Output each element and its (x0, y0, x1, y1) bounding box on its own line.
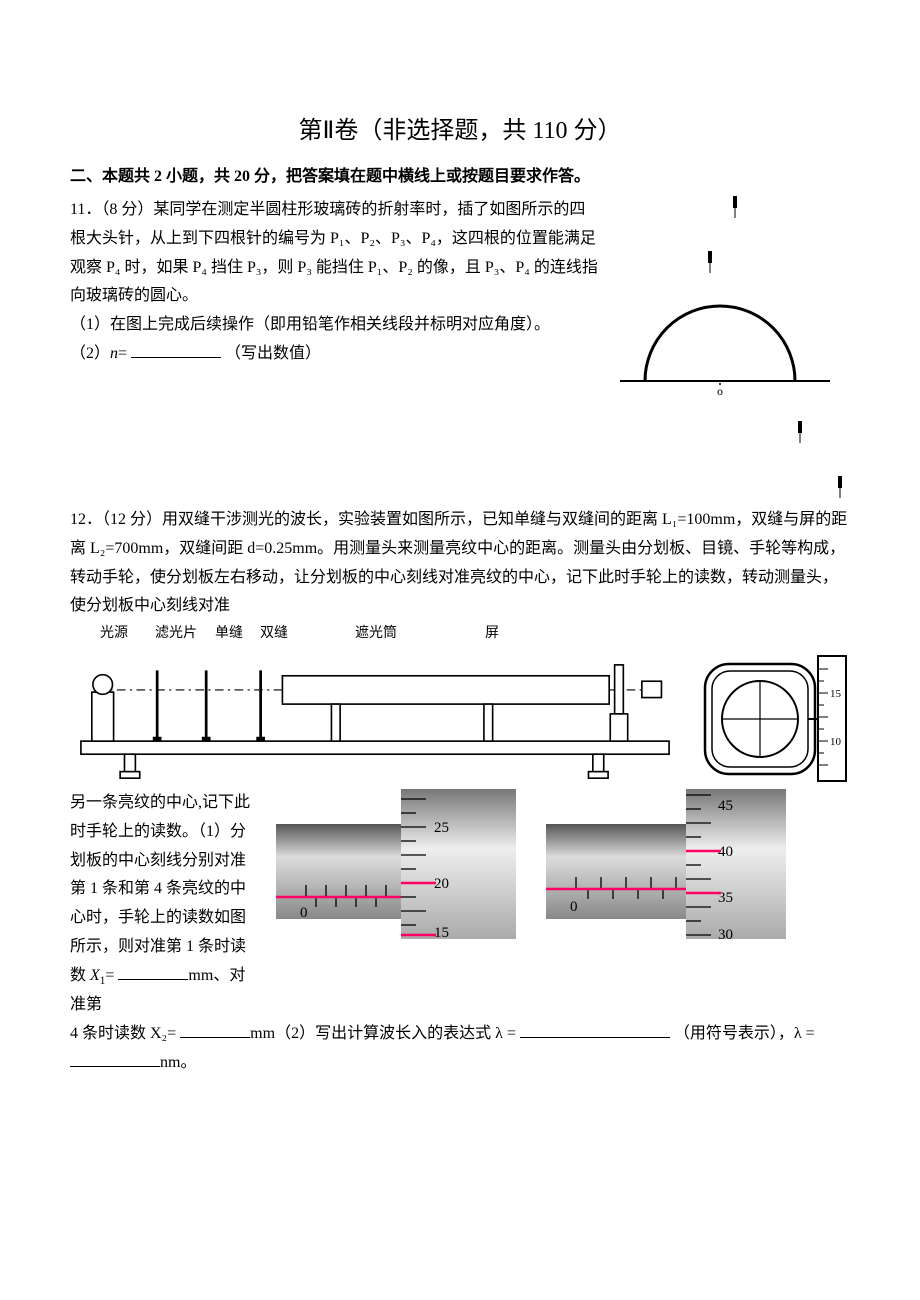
blank-lambda-expr[interactable] (520, 1037, 670, 1038)
label-source: 光源 (100, 621, 155, 646)
question-11-text: 11．（8 分）某同学在测定半圆柱形玻璃砖的折射率时，插了如图所示的四根大头针，… (70, 196, 600, 486)
center-label: o (717, 384, 723, 396)
q12-continue: 4 条时读数 X₂= mm（2）写出计算波长入的表达式 λ = （用符号表示），… (70, 1020, 850, 1078)
label-single: 单缝 (215, 621, 260, 646)
q12-bt-1: 另一条亮纹的中心,记下此时手轮上的读数。（1）分划板的中心刻线分别对准第 1 条… (70, 794, 250, 984)
x2-pre: 4 条时读数 X₂= (70, 1025, 180, 1042)
m1-t15: 15 (434, 925, 449, 939)
eyepiece-icon: 15 10 (700, 654, 850, 784)
q11-eq: = (118, 345, 131, 362)
m2-t30: 30 (718, 927, 733, 939)
label-tube: 遮光筒 (355, 621, 485, 646)
m2-t45: 45 (718, 798, 733, 814)
apparatus-labels: 光源 滤光片 单缝 双缝 遮光筒 屏 (100, 621, 850, 646)
pin-p1-icon (730, 196, 740, 218)
pin-p2-icon (705, 251, 715, 273)
q11-sub2-pre: （2） (70, 345, 110, 362)
section-title: 第Ⅱ卷（非选择题，共 110 分） (70, 110, 850, 153)
eyepiece-mark-15: 15 (830, 688, 842, 700)
q11-n: n (110, 345, 118, 362)
q12-bottom-text: 另一条亮纹的中心,记下此时手轮上的读数。（1）分划板的中心刻线分别对准第 1 条… (70, 789, 260, 1020)
lambda-post: （用符号表示），λ = (674, 1025, 815, 1042)
label-filter: 滤光片 (155, 621, 215, 646)
eyepiece-mark-10: 10 (830, 736, 842, 748)
label-screen: 屏 (485, 621, 499, 646)
blank-x2[interactable] (180, 1037, 250, 1038)
q11-sub2: （2）n= （写出数值） (70, 340, 600, 369)
q11-sub2-post: （写出数值） (225, 345, 321, 362)
x1-eq: = (105, 967, 118, 984)
micrometer-2-icon: 0 45 40 35 30 (546, 789, 786, 939)
apparatus-row: 15 10 (70, 654, 850, 785)
question-11: 11．（8 分）某同学在测定半圆柱形玻璃砖的折射率时，插了如图所示的四根大头针，… (70, 196, 850, 486)
q11-figure: o (620, 196, 850, 486)
blank-lambda-val[interactable] (70, 1066, 160, 1067)
x1-label: X (90, 967, 100, 984)
m2-main-0: 0 (570, 899, 578, 915)
m1-main-0: 0 (300, 905, 308, 921)
micrometer-1-icon: 0 25 20 15 (276, 789, 516, 939)
optical-bench-icon (70, 654, 680, 785)
m1-t20: 20 (434, 876, 449, 892)
blank-n[interactable] (131, 357, 221, 358)
semicircle-icon: o (620, 301, 850, 396)
blank-x1[interactable] (118, 979, 188, 980)
label-double: 双缝 (260, 621, 355, 646)
pin-p4-icon (835, 476, 845, 498)
x2-unit: mm（2）写出计算波长入的表达式 λ = (250, 1025, 520, 1042)
q11-sub1: （1）在图上完成后续操作（即用铅笔作相关线段并标明对应角度）。 (70, 311, 600, 340)
micrometer-pair: 0 25 20 15 (276, 789, 850, 1020)
pin-p3-icon (795, 421, 805, 443)
q12-bottom: 另一条亮纹的中心,记下此时手轮上的读数。（1）分划板的中心刻线分别对准第 1 条… (70, 789, 850, 1020)
section-header: 二、本题共 2 小题，共 20 分，把答案填在题中横线上或按题目要求作答。 (70, 163, 850, 192)
m1-t25: 25 (434, 820, 449, 836)
q12-para: 12．（12 分）用双缝干涉测光的波长，实验装置如图所示，已知单缝与双缝间的距离… (70, 506, 850, 621)
lambda-unit: nm。 (160, 1054, 196, 1071)
